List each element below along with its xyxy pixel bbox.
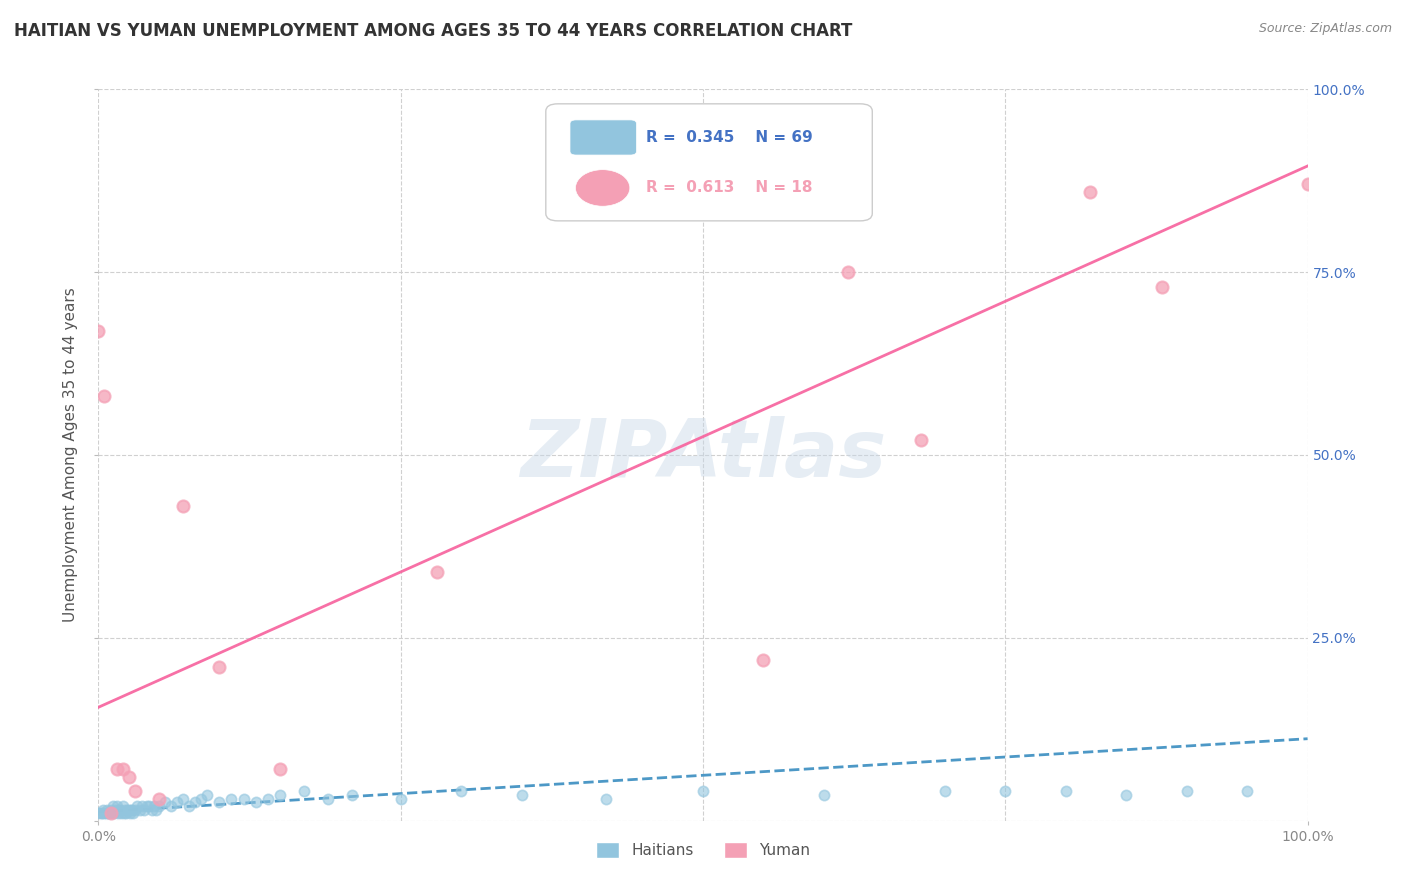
Point [184,796,207,810]
Point [232,791,254,805]
Point [269,763,291,777]
Point [1078,185,1101,199]
Point [100,803,122,817]
Point [245,796,267,810]
Point [122,806,145,821]
Point [269,788,291,802]
Point [134,803,156,817]
Point [91,806,114,821]
Point [221,791,243,805]
Point [97,806,120,821]
Ellipse shape [575,169,630,206]
Point [148,791,170,805]
Point [910,434,932,448]
Point [1152,279,1174,293]
Point [107,806,129,821]
Point [121,803,143,817]
Point [148,799,170,814]
Text: Source: ZipAtlas.com: Source: ZipAtlas.com [1258,22,1392,36]
Point [120,803,142,817]
Point [208,660,231,674]
Point [108,803,131,817]
Point [114,803,136,817]
Point [96,803,118,817]
Point [813,788,835,802]
Point [1175,784,1198,798]
Point [190,791,212,805]
Point [389,791,412,805]
Point [128,803,150,817]
Point [105,799,128,814]
Point [87,806,110,821]
Point [256,791,278,805]
Text: HAITIAN VS YUMAN UNEMPLOYMENT AMONG AGES 35 TO 44 YEARS CORRELATION CHART: HAITIAN VS YUMAN UNEMPLOYMENT AMONG AGES… [14,22,852,40]
Point [292,784,315,798]
Point [131,799,153,814]
Point [135,799,157,814]
Point [172,791,194,805]
Point [179,799,201,814]
Point [141,803,163,817]
Point [104,803,127,817]
Point [111,763,134,777]
Point [124,784,146,798]
Point [112,806,135,821]
Legend: Haitians, Yuman: Haitians, Yuman [589,836,817,864]
Y-axis label: Unemployment Among Ages 35 to 44 years: Unemployment Among Ages 35 to 44 years [63,287,79,623]
Point [101,799,124,814]
Point [934,784,956,798]
Point [103,806,125,821]
Point [138,799,160,814]
Point [100,806,122,821]
Point [208,796,231,810]
Point [450,784,472,798]
Point [1236,784,1258,798]
Point [1296,178,1319,192]
Text: R =  0.345    N = 69: R = 0.345 N = 69 [647,130,813,145]
Point [1115,788,1137,802]
Point [172,499,194,513]
Point [91,803,114,817]
Point [100,806,122,821]
Point [510,788,533,802]
Point [752,653,775,667]
Point [127,799,149,814]
Point [595,791,617,805]
Point [143,799,166,814]
FancyBboxPatch shape [569,120,637,155]
Point [160,799,183,814]
Point [837,265,859,279]
Text: ZIPAtlas: ZIPAtlas [520,416,886,494]
Point [195,788,218,802]
Point [93,389,115,403]
Point [692,784,714,798]
Point [108,803,131,817]
Point [145,803,167,817]
Point [994,784,1017,798]
Point [1054,784,1077,798]
Point [111,799,134,814]
Point [426,565,449,579]
Point [105,763,128,777]
Point [124,803,146,817]
Point [117,803,139,817]
Point [118,806,141,821]
Point [90,806,112,821]
Point [115,806,138,821]
Point [342,788,364,802]
FancyBboxPatch shape [546,103,872,221]
Point [98,806,121,821]
Point [110,806,132,821]
Point [153,796,176,810]
Text: R =  0.613    N = 18: R = 0.613 N = 18 [647,180,813,195]
Point [118,803,141,817]
Point [118,770,141,784]
Point [166,796,188,810]
Point [316,791,339,805]
Point [94,806,117,821]
Point [87,324,110,338]
Point [93,806,115,821]
